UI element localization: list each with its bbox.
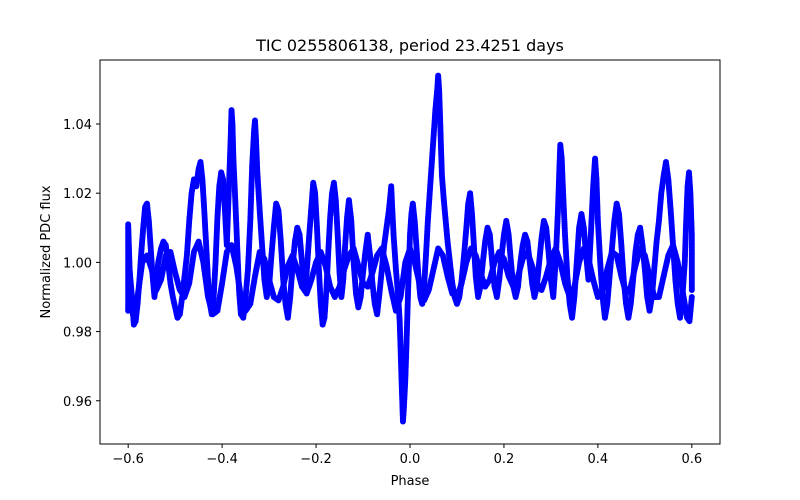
x-tick-label: −0.4 (206, 452, 238, 467)
x-tick-label: 0.0 (400, 452, 421, 467)
x-tick-label: −0.2 (300, 452, 332, 467)
data-point (688, 287, 695, 294)
x-tick-label: −0.6 (112, 452, 144, 467)
y-axis-label: Normalized PDC flux (39, 185, 54, 318)
x-tick-label: 0.4 (588, 452, 609, 467)
y-tick-label: 0.96 (63, 395, 92, 410)
y-tick-label: 1.00 (63, 256, 92, 271)
x-tick-label: 0.6 (681, 452, 702, 467)
y-tick-label: 0.98 (63, 326, 92, 341)
y-tick-label: 1.04 (63, 118, 92, 133)
x-axis-label: Phase (391, 474, 430, 489)
x-axis-ticks: −0.6 −0.4 −0.2 0.0 0.2 0.4 0.6 (112, 444, 702, 467)
data-point (688, 293, 695, 300)
y-axis-ticks: 0.96 0.98 1.00 1.02 1.04 (63, 118, 100, 410)
chart-title: TIC 0255806138, period 23.4251 days (255, 36, 564, 55)
scatter-points (125, 72, 695, 425)
x-tick-label: 0.2 (494, 452, 515, 467)
y-tick-label: 1.02 (63, 187, 92, 202)
